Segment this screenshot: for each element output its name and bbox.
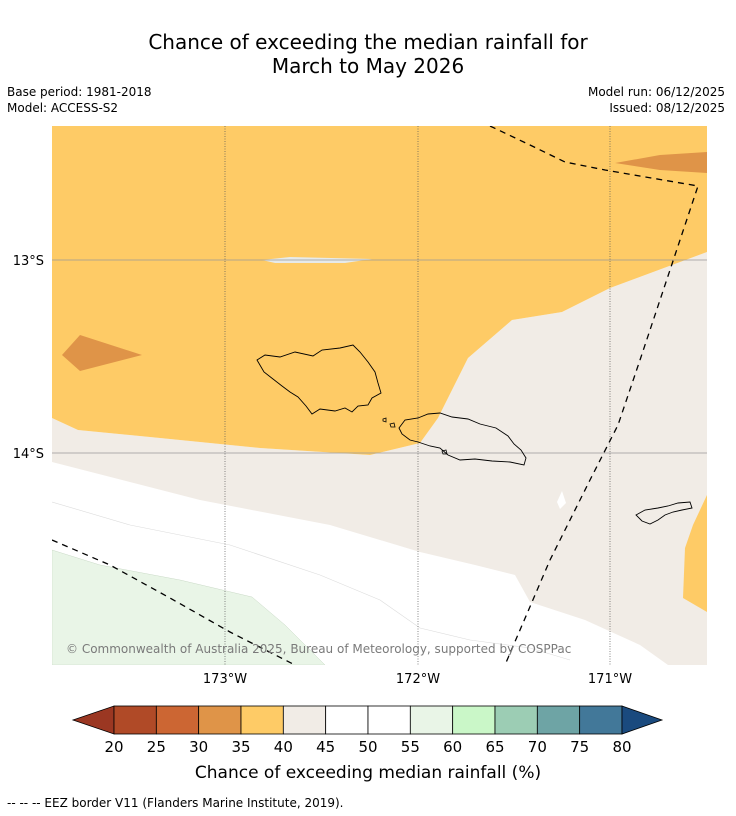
lat-label-13s: 13°S: [13, 254, 44, 269]
colorbar-tick-label: 55: [401, 738, 420, 756]
colorbar-cell: [536, 705, 581, 735]
colorbar-cell: [579, 705, 623, 735]
colorbar-cell: [240, 705, 284, 735]
small-islet: [441, 449, 448, 455]
colorbar-cell: [282, 705, 327, 735]
colorbar-tick-labels: 20 25 30 35 40 45 50 55 60 65 70 75 80: [104, 738, 631, 756]
zone-35-40: [52, 126, 707, 455]
colorbar-cell: [409, 705, 454, 735]
colorbar-cell: [198, 705, 242, 735]
colorbar-tick-label: 30: [189, 738, 208, 756]
apolima-islet: [389, 422, 396, 428]
colorbar: 20 25 30 35 40 45 50 55 60 65 70 75 80: [71, 705, 664, 756]
colorbar-tick-label: 60: [443, 738, 462, 756]
colorbar-tick-label: 25: [147, 738, 166, 756]
lon-label-171w: 171°W: [588, 672, 632, 687]
colorbar-tick-label: 70: [528, 738, 547, 756]
lat-label-14s: 14°S: [13, 447, 44, 462]
colorbar-tick-label: 50: [358, 738, 377, 756]
manono-islet: [382, 417, 387, 423]
title-line-2: March to May 2026: [271, 54, 465, 78]
meta-right: Model run: 06/12/2025 Issued: 08/12/2025: [588, 84, 725, 116]
meta-left: Base period: 1981-2018 Model: ACCESS-S2: [7, 84, 152, 116]
upolu-island: [398, 412, 527, 466]
lon-label-172w: 172°W: [396, 672, 440, 687]
contour-line: [52, 501, 571, 661]
colorbar-cell: [155, 705, 200, 735]
gridlines: [52, 126, 707, 665]
zone-35-40-east: [683, 495, 707, 612]
colorbar-tick-label: 45: [316, 738, 335, 756]
colorbar-over-arrow: [621, 705, 664, 735]
colorbar-label: Chance of exceeding median rainfall (%): [195, 763, 541, 783]
colorbar-tick-label: 20: [104, 738, 123, 756]
issued-date: Issued: 08/12/2025: [609, 101, 725, 115]
colorbar-cell: [367, 705, 411, 735]
copyright-text: © Commonwealth of Australia 2025, Bureau…: [66, 642, 571, 656]
colorbar-under-arrow: [71, 705, 115, 735]
zone-40-45: [52, 252, 707, 665]
base-period: Base period: 1981-2018: [7, 85, 152, 99]
map-title: Chance of exceeding the median rainfall …: [0, 30, 736, 78]
zone-30-35-northeast: [615, 152, 707, 173]
tutuila-island: [635, 501, 693, 525]
zone-45-55-speck: [557, 491, 566, 509]
model-run: Model run: 06/12/2025: [587, 85, 725, 99]
zone-30-35-west: [62, 335, 142, 371]
map-plot-area: [52, 126, 707, 665]
colorbar-cell: [494, 705, 538, 735]
colorbar-cell: [452, 705, 496, 735]
lon-label-173w: 173°W: [203, 672, 247, 687]
colorbar-tick-label: 75: [570, 738, 589, 756]
colorbar-cell: [113, 705, 157, 735]
colorbar-tick-label: 35: [231, 738, 250, 756]
eez-legend: -- -- -- EEZ border V11 (Flanders Marine…: [7, 796, 344, 810]
model-name: Model: ACCESS-S2: [7, 101, 119, 115]
title-line-1: Chance of exceeding the median rainfall …: [148, 30, 588, 54]
colorbar-cell: [325, 705, 369, 735]
savaii-island: [256, 344, 382, 415]
colorbar-tick-label: 80: [612, 738, 631, 756]
colorbar-cells: [113, 705, 623, 735]
colorbar-tick-label: 65: [485, 738, 504, 756]
colorbar-tick-label: 40: [274, 738, 293, 756]
eez-border-south-west: [52, 539, 296, 665]
